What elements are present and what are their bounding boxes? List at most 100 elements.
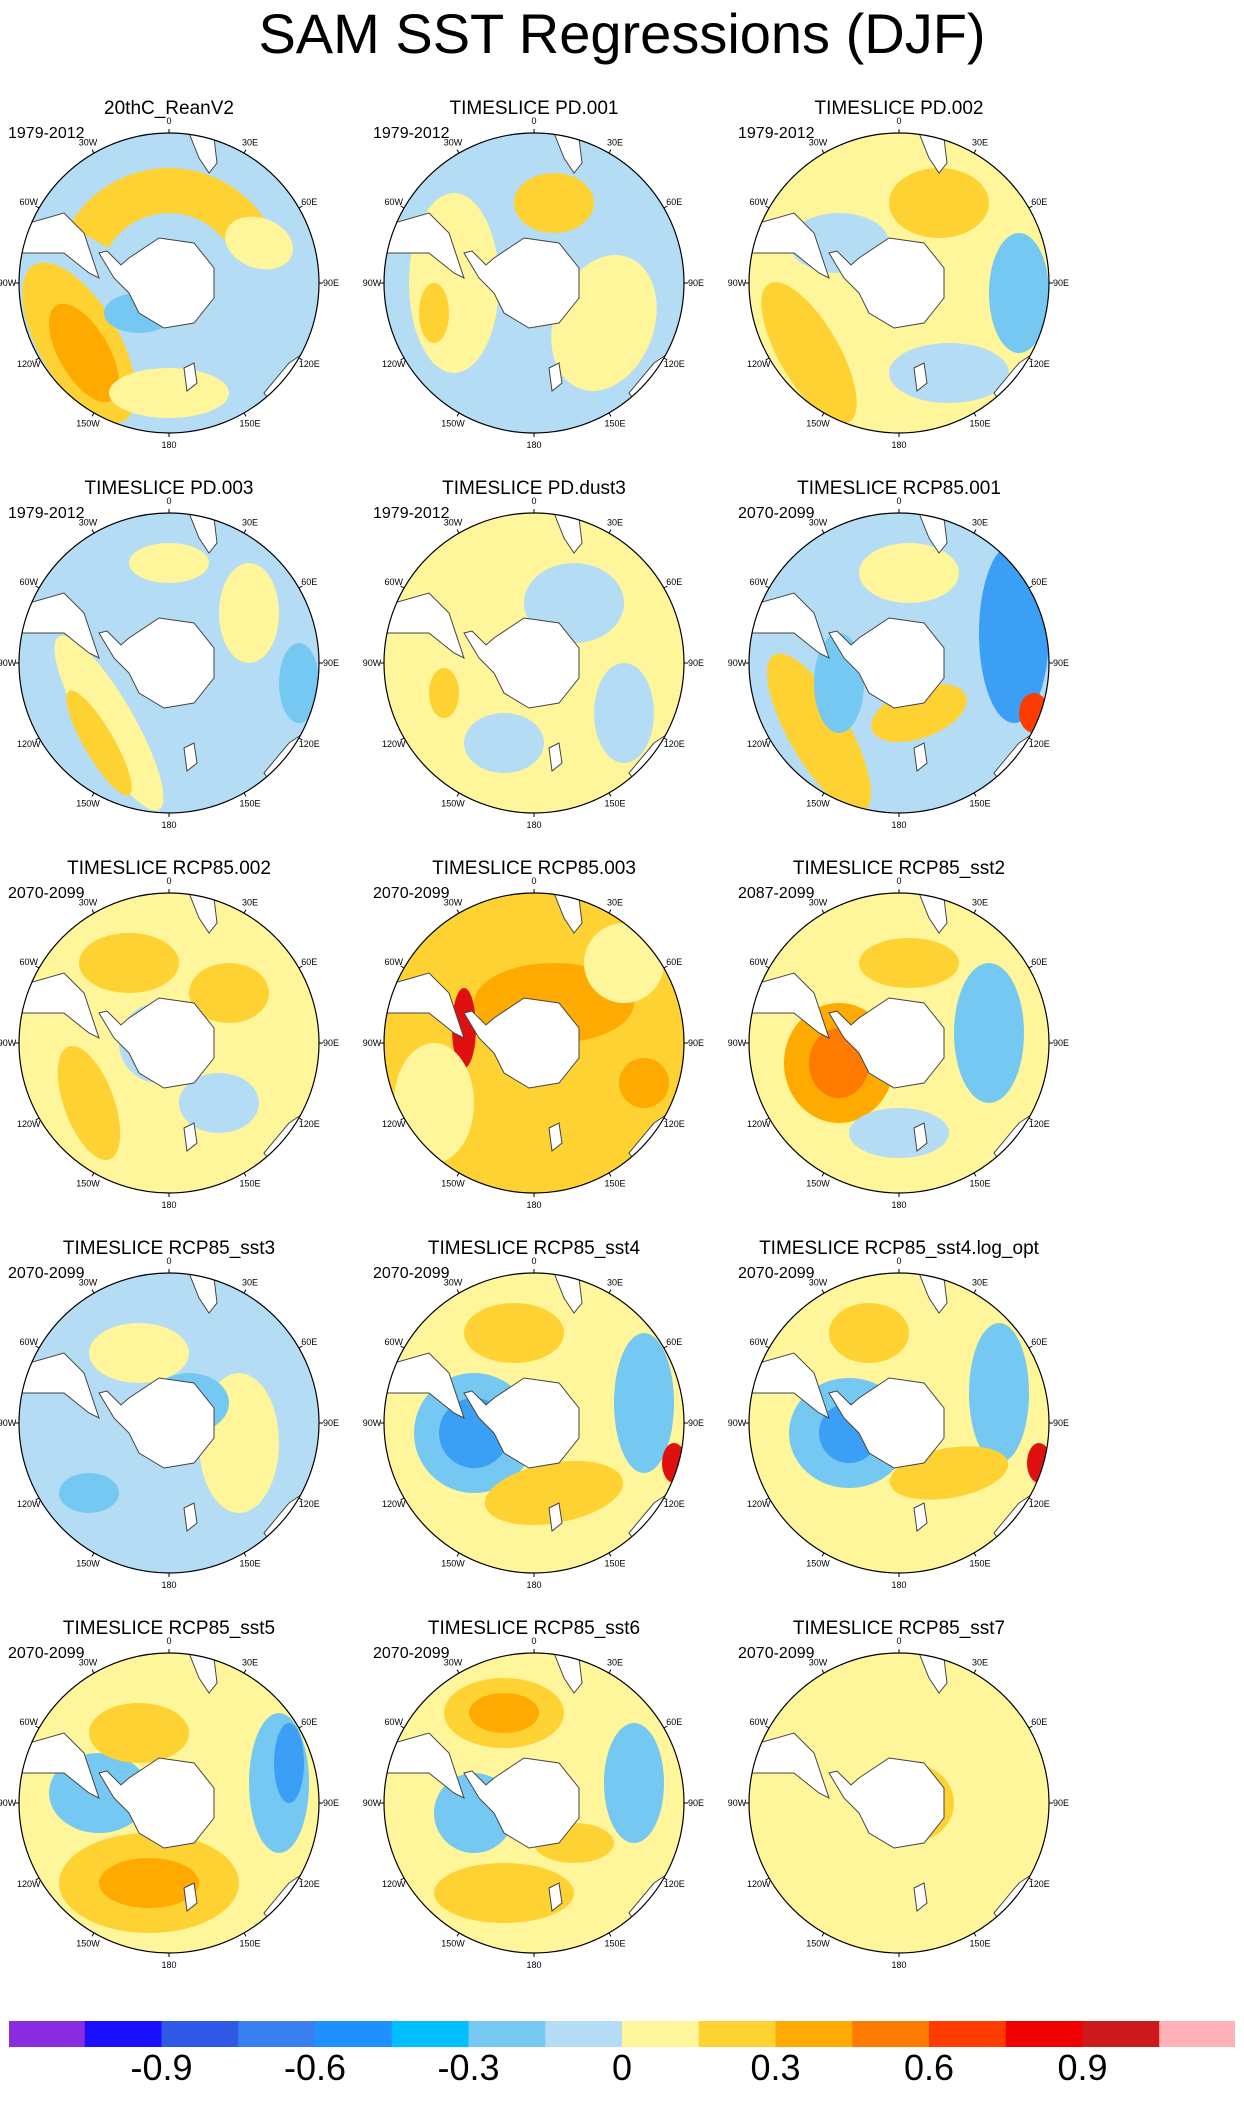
polar-map: 0 30E 60E 90E 120E 150E 180 150W 120W 90W 60W 30W — [728, 1256, 1069, 1590]
longitude-tick — [821, 792, 825, 797]
longitude-label: 120E — [664, 1499, 685, 1509]
longitude-tick — [298, 737, 303, 741]
longitude-tick — [91, 149, 95, 154]
longitude-label: 150W — [76, 418, 100, 428]
longitude-label: 180 — [161, 1200, 176, 1210]
polar-map: 0 30E 60E 90E 120E 150E 180 150W 120W 90W 60W 30W — [363, 1256, 704, 1590]
longitude-tick — [608, 1932, 612, 1937]
longitude-label: 150E — [969, 1178, 990, 1188]
longitude-label: 60E — [666, 1717, 682, 1727]
south-america-land — [749, 1352, 830, 1419]
colorbar-swatch — [468, 2020, 546, 2048]
longitude-label: 90W — [363, 278, 382, 288]
longitude-label: 30E — [972, 1658, 988, 1668]
longitude-tick — [91, 1289, 95, 1294]
south-america-land — [19, 972, 100, 1039]
longitude-label: 120W — [382, 739, 406, 749]
panel-period: 1979-2012 — [373, 125, 450, 142]
anomaly-region — [394, 1043, 474, 1163]
longitude-tick — [608, 1172, 612, 1177]
south-america-land — [19, 592, 100, 659]
panel-period: 2070-2099 — [373, 1645, 450, 1662]
longitude-label: 60E — [666, 957, 682, 967]
longitude-label: 120E — [664, 739, 685, 749]
panel-title: 20thC_ReanV2 — [104, 98, 234, 119]
longitude-tick — [821, 909, 825, 914]
antarctica-land — [98, 1757, 215, 1849]
longitude-label: 120E — [1029, 1879, 1050, 1889]
anomaly-region — [189, 963, 269, 1023]
longitude-tick — [821, 1289, 825, 1294]
longitude-tick — [400, 737, 405, 741]
anomaly-region — [452, 988, 476, 1068]
longitude-tick — [243, 1552, 247, 1557]
longitude-tick — [821, 1932, 825, 1937]
longitude-tick — [456, 792, 460, 797]
longitude-label: 180 — [526, 1960, 541, 1970]
south-america-land — [749, 972, 830, 1039]
longitude-label: 90W — [728, 658, 747, 668]
longitude-label: 120E — [299, 359, 320, 369]
longitude-tick — [298, 205, 303, 209]
longitude-tick — [765, 1877, 770, 1881]
longitude-label: 150E — [604, 1938, 625, 1948]
longitude-label: 180 — [526, 1580, 541, 1590]
longitude-tick — [91, 1172, 95, 1177]
longitude-tick — [608, 1669, 612, 1674]
longitude-label: 90E — [688, 1798, 704, 1808]
longitude-label: 90W — [728, 1038, 747, 1048]
longitude-label: 60E — [1031, 197, 1047, 207]
new-zealand-land — [548, 742, 563, 772]
longitude-label: 90W — [0, 1418, 17, 1428]
longitude-label: 90E — [323, 278, 339, 288]
longitude-label: 30E — [607, 138, 623, 148]
antarctica-land — [98, 617, 215, 709]
longitude-tick — [400, 1345, 405, 1349]
map-panel: 0 30E 60E 90E 120E 150E 180 150W 120W 90W 60W 30W TI… — [0, 478, 404, 858]
longitude-label: 30E — [242, 898, 258, 908]
longitude-tick — [400, 585, 405, 589]
longitude-label: 180 — [161, 440, 176, 450]
longitude-label: 90E — [1053, 1418, 1069, 1428]
longitude-label: 120W — [17, 1499, 41, 1509]
longitude-label: 30W — [79, 1278, 98, 1288]
figure-title: SAM SST Regressions (DJF) — [258, 2, 986, 65]
longitude-label: 150W — [441, 418, 465, 428]
anomaly-region — [129, 543, 209, 583]
longitude-label: 30W — [809, 1278, 828, 1288]
anomaly-region — [514, 173, 594, 233]
longitude-label: 60E — [666, 577, 682, 587]
panel-title: TIMESLICE PD.dust3 — [442, 478, 626, 499]
anomaly-region — [969, 1323, 1029, 1463]
longitude-label: 0 — [896, 1636, 901, 1646]
longitude-tick — [35, 205, 40, 209]
longitude-label: 90E — [688, 1038, 704, 1048]
longitude-label: 0 — [531, 1256, 536, 1266]
anomaly-region — [604, 1723, 664, 1843]
longitude-label: 60E — [301, 1337, 317, 1347]
longitude-label: 90W — [363, 658, 382, 668]
longitude-label: 30E — [972, 1278, 988, 1288]
anomaly-region — [767, 653, 871, 813]
longitude-tick — [663, 205, 668, 209]
longitude-tick — [243, 792, 247, 797]
longitude-tick — [1028, 357, 1033, 361]
map-panel: 0 30E 60E 90E 120E 150E 180 150W 120W 90W 60W 30W TI… — [363, 1618, 769, 1998]
longitude-label: 60W — [384, 1337, 403, 1347]
panel-title: TIMESLICE RCP85.003 — [432, 858, 636, 879]
anomaly-region — [954, 963, 1024, 1103]
longitude-label: 90E — [323, 658, 339, 668]
colorbar-swatch — [84, 2020, 162, 2048]
south-america-land — [749, 212, 830, 279]
longitude-label: 90W — [0, 1038, 17, 1048]
new-zealand-land — [183, 1502, 198, 1532]
anomaly-region — [219, 563, 279, 663]
new-zealand-land — [548, 362, 563, 392]
longitude-label: 60E — [301, 197, 317, 207]
longitude-tick — [821, 149, 825, 154]
longitude-label: 150W — [806, 1178, 830, 1188]
longitude-label: 90W — [728, 278, 747, 288]
longitude-label: 120E — [664, 359, 685, 369]
anomaly-region — [594, 663, 654, 763]
panel-period: 2070-2099 — [8, 1645, 85, 1662]
